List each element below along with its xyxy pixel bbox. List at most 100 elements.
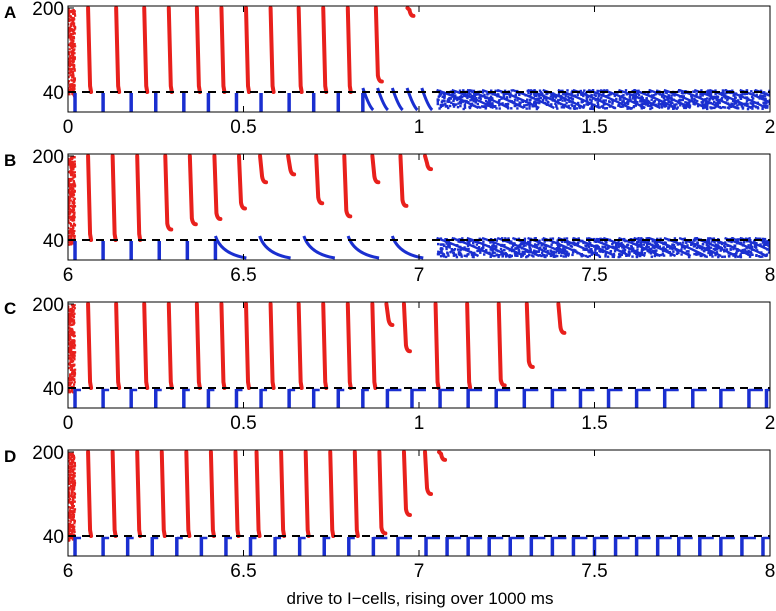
i-cell-spike (601, 245, 604, 248)
i-cell-spike (536, 101, 539, 104)
i-cell-spike (463, 254, 466, 257)
e-cell-burst (398, 154, 409, 208)
i-cell-spike (738, 103, 741, 106)
i-cell-spike (463, 246, 466, 249)
i-cell-drift-arc (258, 235, 291, 260)
i-cell-spike (475, 243, 479, 246)
i-cell-spike (740, 105, 744, 108)
i-cell-spike (715, 251, 719, 254)
i-cell-spike (647, 237, 650, 240)
i-cell-spike (437, 242, 440, 246)
i-cell-spike (712, 247, 715, 251)
e-cell-spike (71, 477, 74, 480)
i-cell-spike (563, 99, 567, 102)
i-cell-spike (588, 239, 591, 243)
i-cell-spike (559, 254, 563, 257)
i-cell-spike (752, 104, 755, 107)
i-cell-spike (768, 246, 770, 249)
i-cell-spike (597, 90, 600, 93)
i-cell-spike (552, 252, 555, 255)
e-cell-spike (73, 197, 76, 200)
i-cell-spike (492, 245, 496, 248)
e-cell-burst (465, 302, 473, 390)
i-cell-spike (462, 107, 465, 111)
i-cell-spike (482, 244, 485, 248)
i-cell-spike (602, 99, 606, 102)
i-cell-spike (564, 92, 567, 96)
e-cell-burst (135, 450, 143, 538)
i-cell-spike (734, 96, 737, 99)
i-cell-spike (549, 95, 552, 98)
i-cell-spike (590, 253, 593, 256)
i-cell-spike (439, 105, 443, 109)
e-cell-spike (68, 337, 70, 340)
i-cell-spike (612, 252, 616, 256)
e-cell-burst (212, 154, 223, 221)
e-cell-spike (69, 166, 72, 169)
y-tick-label: 200 (32, 295, 64, 316)
e-cell-spike (73, 525, 76, 528)
i-cell-spike (681, 98, 684, 102)
i-cell-spike (695, 92, 698, 95)
e-cell-burst (345, 6, 353, 94)
i-cell-spike (561, 93, 565, 96)
y-tick-label: 200 (32, 0, 64, 20)
i-cell-spike (761, 96, 765, 99)
i-cell-spike (751, 102, 754, 105)
i-cell-spike (457, 102, 460, 105)
i-cell-spike (645, 101, 648, 105)
i-cell-spike (484, 99, 488, 103)
e-cell-spike (68, 320, 71, 323)
i-cell-spike (523, 237, 527, 240)
i-cell-spike (539, 91, 542, 94)
e-cell-spike (68, 306, 70, 309)
e-cell-spike (68, 529, 71, 532)
i-cell-spike (657, 103, 660, 106)
i-cell-spike (701, 94, 704, 97)
i-cell-drift-arc (213, 235, 247, 260)
i-cell-spike (497, 100, 501, 103)
i-cell-spike (625, 102, 628, 105)
e-cell-spike (68, 486, 71, 489)
i-cell-spike (700, 248, 704, 251)
i-cell-spike (759, 255, 762, 258)
i-cell-spike (449, 251, 452, 254)
i-cell-spike (672, 244, 676, 247)
i-cell-spike (696, 241, 699, 244)
i-cell-spike (656, 89, 659, 92)
e-cell-spike (71, 9, 74, 12)
e-cell-spike (68, 309, 70, 312)
i-cell-spike (567, 95, 570, 98)
e-cell-spike (73, 508, 77, 511)
i-cell-streak (663, 88, 707, 110)
i-cell-spike (705, 90, 709, 93)
i-cell-spike (468, 239, 472, 242)
i-cell-spike (696, 99, 699, 103)
i-cell-spike (453, 103, 456, 107)
e-cell-spike (72, 309, 75, 312)
i-cell-spike (651, 240, 654, 243)
i-cell-spike (749, 243, 753, 246)
i-cell-spike (521, 100, 524, 103)
i-cell-spike (611, 102, 614, 105)
e-cell-spike (71, 242, 74, 245)
i-cell-spike (551, 94, 554, 97)
e-cell-spike (68, 495, 70, 498)
i-cell-streak (511, 88, 555, 110)
i-cell-spike (726, 97, 730, 100)
e-cell-spike (69, 15, 72, 18)
e-cell-spike (73, 171, 76, 174)
i-cell-spike (660, 253, 663, 257)
i-cell-spike (459, 102, 463, 105)
e-cell-spike (71, 228, 74, 231)
i-cell-spike (667, 106, 671, 109)
i-cell-spike (529, 248, 532, 251)
i-cell-spike (670, 99, 673, 102)
e-cell-spike (74, 45, 77, 48)
e-cell-spike (69, 346, 72, 349)
i-cell-spike (632, 247, 635, 250)
i-cell-spike (436, 98, 439, 101)
i-cell-spike (447, 254, 450, 257)
i-cell-spike (459, 248, 462, 251)
x-tick-label: 8 (765, 561, 776, 582)
